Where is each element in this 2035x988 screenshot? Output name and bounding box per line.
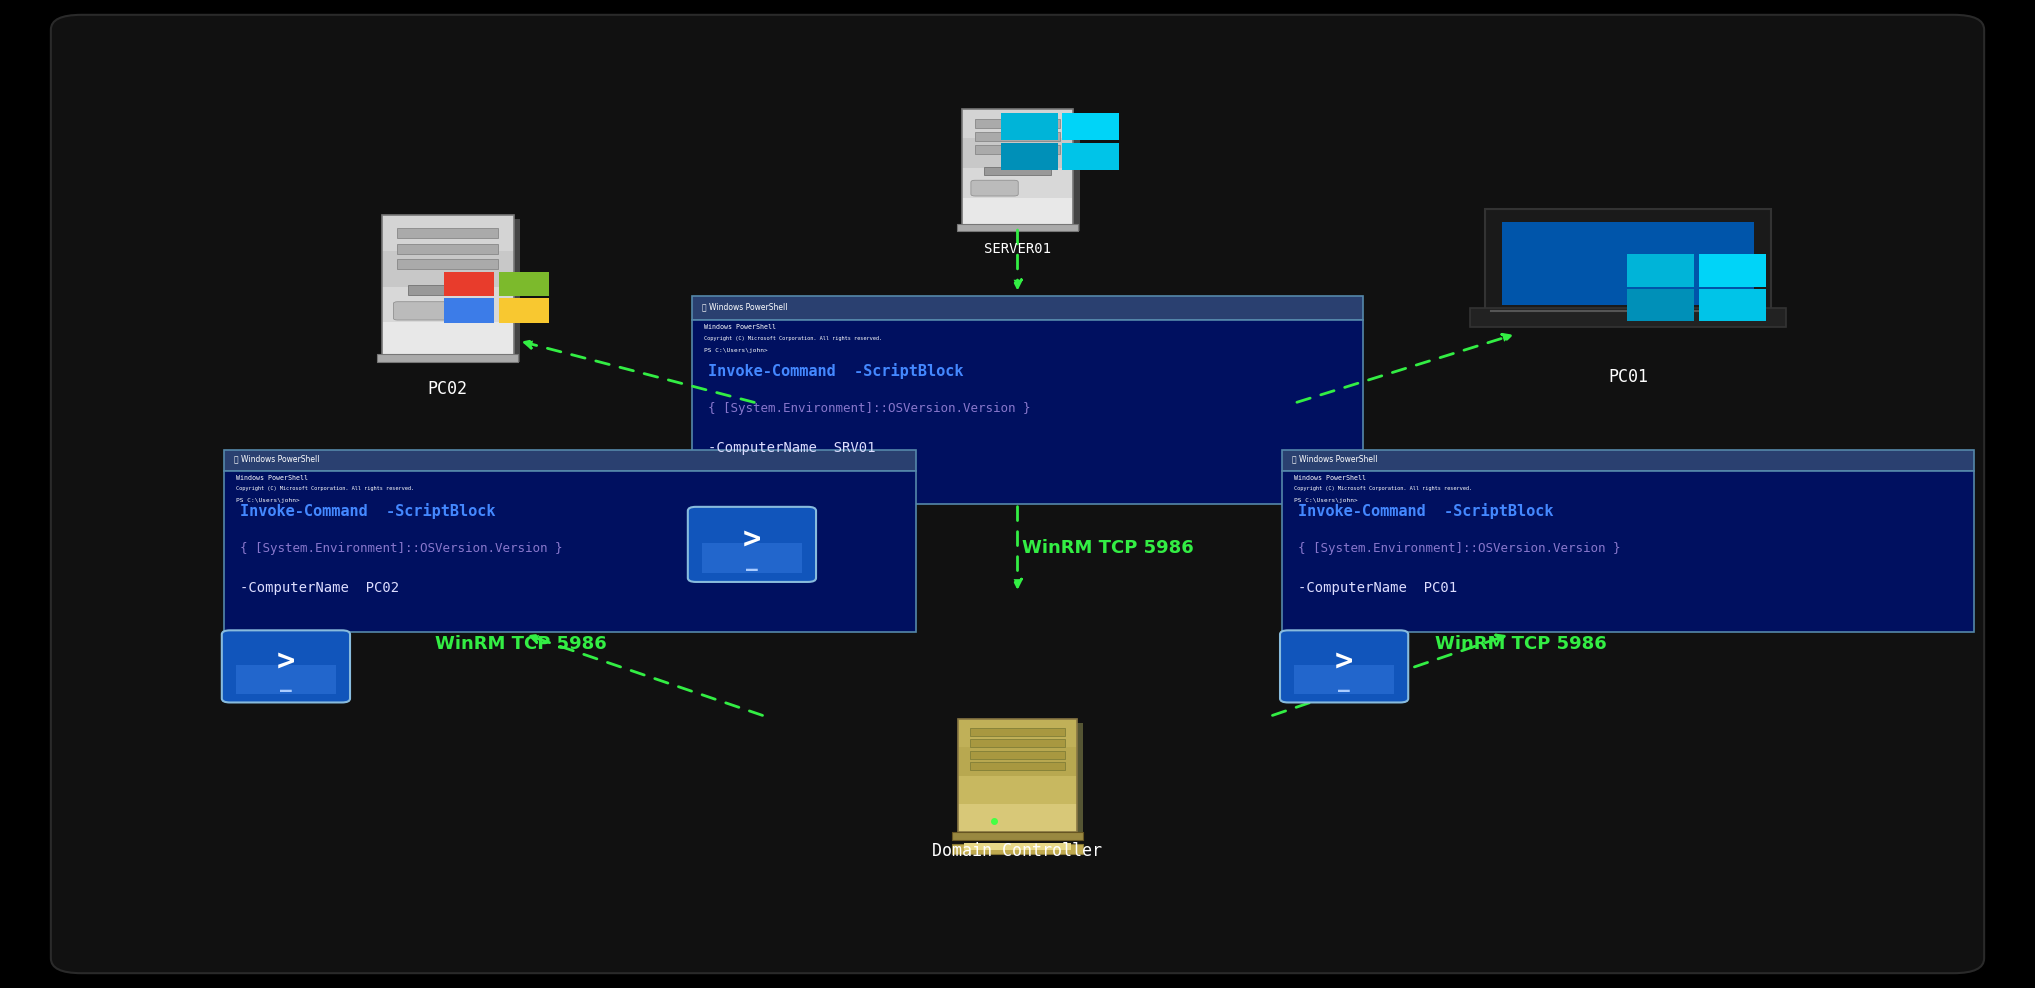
FancyBboxPatch shape [499, 298, 549, 323]
Text: { [System.Environment]::OSVersion.Version }: { [System.Environment]::OSVersion.Versio… [240, 541, 562, 554]
FancyBboxPatch shape [958, 747, 1077, 776]
FancyBboxPatch shape [975, 132, 1060, 140]
FancyBboxPatch shape [1699, 254, 1766, 287]
FancyBboxPatch shape [965, 723, 1083, 836]
Text: SERVER01: SERVER01 [985, 242, 1050, 256]
FancyBboxPatch shape [1280, 630, 1408, 702]
FancyBboxPatch shape [958, 719, 1077, 747]
Text: Invoke-Command  -ScriptBlock: Invoke-Command -ScriptBlock [240, 503, 497, 519]
FancyBboxPatch shape [383, 251, 513, 287]
Text: WinRM TCP 5986: WinRM TCP 5986 [1022, 539, 1193, 557]
FancyBboxPatch shape [1699, 289, 1766, 321]
FancyBboxPatch shape [952, 844, 1083, 854]
Text: Domain Controller: Domain Controller [932, 842, 1103, 860]
FancyBboxPatch shape [393, 301, 448, 320]
FancyBboxPatch shape [971, 180, 1018, 196]
Text: Windows PowerShell: Windows PowerShell [704, 324, 775, 330]
FancyBboxPatch shape [444, 298, 495, 323]
FancyBboxPatch shape [702, 542, 802, 573]
FancyBboxPatch shape [1062, 142, 1119, 170]
FancyBboxPatch shape [379, 354, 517, 363]
FancyBboxPatch shape [1628, 254, 1693, 287]
Text: _: _ [1339, 673, 1349, 692]
FancyBboxPatch shape [958, 776, 1077, 804]
FancyBboxPatch shape [961, 138, 1074, 168]
Text: Copyright (C) Microsoft Corporation. All rights reserved.: Copyright (C) Microsoft Corporation. All… [1294, 486, 1473, 491]
FancyBboxPatch shape [51, 15, 1984, 973]
Text: Windows PowerShell: Windows PowerShell [236, 474, 307, 480]
FancyBboxPatch shape [971, 762, 1064, 770]
FancyBboxPatch shape [952, 832, 1083, 840]
Text: Copyright (C) Microsoft Corporation. All rights reserved.: Copyright (C) Microsoft Corporation. All… [236, 486, 415, 491]
FancyBboxPatch shape [236, 665, 336, 694]
FancyBboxPatch shape [692, 320, 1363, 504]
Text: 🔷 Windows PowerShell: 🔷 Windows PowerShell [1292, 454, 1378, 463]
FancyBboxPatch shape [961, 198, 1074, 227]
FancyBboxPatch shape [397, 228, 499, 238]
Text: PS C:\Users\john>: PS C:\Users\john> [1294, 498, 1357, 503]
FancyBboxPatch shape [975, 145, 1060, 154]
Text: 🔷 Windows PowerShell: 🔷 Windows PowerShell [702, 302, 788, 311]
FancyBboxPatch shape [975, 120, 1060, 127]
FancyBboxPatch shape [407, 286, 488, 295]
FancyBboxPatch shape [1001, 142, 1058, 170]
FancyBboxPatch shape [224, 450, 916, 470]
FancyBboxPatch shape [383, 287, 513, 322]
Text: >: > [743, 525, 761, 553]
FancyBboxPatch shape [1502, 222, 1754, 305]
Text: >: > [1335, 647, 1353, 676]
Text: -ComputerName  SRV01: -ComputerName SRV01 [708, 441, 875, 454]
FancyBboxPatch shape [383, 322, 513, 359]
FancyBboxPatch shape [971, 728, 1064, 736]
FancyBboxPatch shape [1486, 209, 1770, 314]
FancyBboxPatch shape [985, 167, 1050, 175]
Text: Invoke-Command  -ScriptBlock: Invoke-Command -ScriptBlock [1298, 503, 1555, 519]
Text: >: > [277, 647, 295, 676]
Text: PS C:\Users\john>: PS C:\Users\john> [236, 498, 299, 503]
FancyBboxPatch shape [956, 224, 1079, 231]
Text: { [System.Environment]::OSVersion.Version }: { [System.Environment]::OSVersion.Versio… [1298, 541, 1620, 554]
Text: _: _ [747, 551, 757, 571]
FancyBboxPatch shape [1469, 308, 1787, 327]
Text: WinRM TCP 5986: WinRM TCP 5986 [1435, 635, 1606, 653]
FancyBboxPatch shape [444, 272, 495, 296]
FancyBboxPatch shape [965, 844, 1070, 850]
FancyBboxPatch shape [1001, 113, 1058, 140]
FancyBboxPatch shape [958, 804, 1077, 832]
FancyBboxPatch shape [387, 219, 521, 363]
FancyBboxPatch shape [222, 630, 350, 702]
Text: _: _ [281, 673, 291, 692]
FancyBboxPatch shape [224, 470, 916, 632]
FancyBboxPatch shape [971, 751, 1064, 759]
FancyBboxPatch shape [397, 244, 499, 254]
FancyBboxPatch shape [688, 507, 816, 582]
Text: Copyright (C) Microsoft Corporation. All rights reserved.: Copyright (C) Microsoft Corporation. All… [704, 336, 883, 341]
Text: Invoke-Command  -ScriptBlock: Invoke-Command -ScriptBlock [708, 363, 965, 378]
FancyBboxPatch shape [971, 739, 1064, 747]
FancyBboxPatch shape [1282, 470, 1974, 632]
FancyBboxPatch shape [1294, 665, 1394, 694]
Text: WinRM TCP 5986: WinRM TCP 5986 [435, 635, 606, 653]
FancyBboxPatch shape [969, 113, 1079, 231]
Text: 🔷 Windows PowerShell: 🔷 Windows PowerShell [234, 454, 319, 463]
FancyBboxPatch shape [1062, 113, 1119, 140]
FancyBboxPatch shape [692, 296, 1363, 320]
Text: -ComputerName  PC01: -ComputerName PC01 [1298, 581, 1457, 595]
FancyBboxPatch shape [397, 259, 499, 270]
Text: PC02: PC02 [427, 380, 468, 398]
Text: { [System.Environment]::OSVersion.Version }: { [System.Environment]::OSVersion.Versio… [708, 402, 1030, 415]
Text: PC01: PC01 [1608, 368, 1648, 385]
Text: -ComputerName  PC02: -ComputerName PC02 [240, 581, 399, 595]
FancyBboxPatch shape [1628, 289, 1693, 321]
Text: Windows PowerShell: Windows PowerShell [1294, 474, 1365, 480]
FancyBboxPatch shape [961, 168, 1074, 198]
FancyBboxPatch shape [961, 109, 1074, 138]
FancyBboxPatch shape [383, 215, 513, 251]
FancyBboxPatch shape [1282, 450, 1974, 470]
FancyBboxPatch shape [499, 272, 549, 296]
Text: PS C:\Users\john>: PS C:\Users\john> [704, 348, 767, 353]
